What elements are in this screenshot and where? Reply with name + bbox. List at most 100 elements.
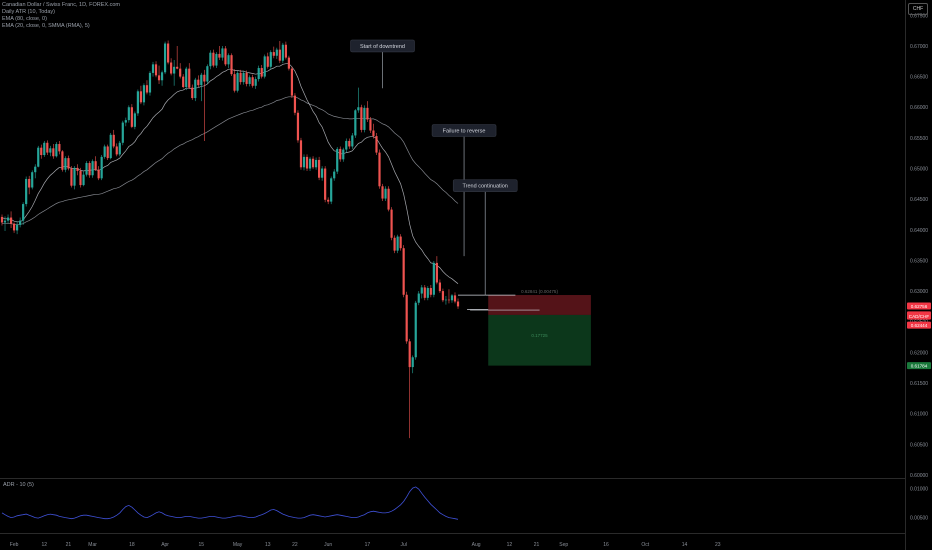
candle-body xyxy=(299,140,303,168)
candle-body xyxy=(67,158,70,169)
adr-tick-label: 0.01000 xyxy=(910,487,928,493)
candle-body xyxy=(167,43,170,63)
candle-body xyxy=(351,135,354,147)
candle-body xyxy=(342,149,345,160)
candle-body xyxy=(179,68,182,77)
candle-body xyxy=(369,119,372,131)
candle-body xyxy=(194,79,197,99)
candle-body xyxy=(191,87,194,99)
candle-body xyxy=(58,144,61,152)
candle-body xyxy=(399,236,402,249)
candle-body xyxy=(438,282,441,292)
candle-body xyxy=(432,262,435,295)
candle-body xyxy=(34,166,37,173)
x-tick-label: 13 xyxy=(265,542,271,548)
price-label-box xyxy=(907,362,931,370)
candle-body xyxy=(381,186,384,199)
candle-body xyxy=(133,113,136,127)
candle-body xyxy=(124,120,127,123)
candle-body xyxy=(263,56,266,77)
price-label-box xyxy=(907,302,931,310)
candle-body xyxy=(293,95,297,113)
legend-ema-80: EMA (80, close, 0) xyxy=(2,16,47,22)
take-profit-zone xyxy=(488,314,591,366)
candle-body xyxy=(115,146,118,155)
legend-symbol: Canadian Dollar / Swiss Franc, 1D, FOREX… xyxy=(2,2,120,8)
candle-body xyxy=(94,161,97,170)
candle-body xyxy=(444,299,448,301)
candle-body xyxy=(212,52,215,66)
y-tick-label: 0.67500 xyxy=(910,13,928,19)
x-tick-label: Feb xyxy=(10,542,19,548)
candle-body xyxy=(25,178,28,205)
candle-body xyxy=(366,107,369,120)
candle-body xyxy=(40,147,43,156)
annotation-box xyxy=(431,124,497,137)
candle-body xyxy=(405,294,408,342)
candle-body xyxy=(354,110,357,136)
candle-body xyxy=(311,158,315,168)
candle-body xyxy=(109,134,112,159)
candle-body xyxy=(12,223,16,231)
candle-body xyxy=(345,140,348,150)
y-tick-label: 0.67000 xyxy=(910,44,928,50)
candle-body xyxy=(375,136,378,153)
x-tick-label: 22 xyxy=(292,542,298,548)
annotation-text: Start of downtrend xyxy=(360,44,405,50)
candle-body xyxy=(447,299,451,301)
candle-body xyxy=(79,170,82,186)
candle-body xyxy=(76,167,79,171)
candle-body xyxy=(429,288,432,295)
candle-body xyxy=(49,148,52,153)
candle-body xyxy=(348,140,351,147)
candle-body xyxy=(82,174,85,186)
candle-body xyxy=(360,107,363,130)
candle-body xyxy=(378,152,381,187)
candle-body xyxy=(302,156,306,168)
x-tick-label: 17 xyxy=(365,542,371,548)
candle-body xyxy=(157,75,161,81)
x-tick-label: Jul xyxy=(400,542,406,548)
candle-body xyxy=(393,237,396,251)
candle-body xyxy=(314,159,318,168)
x-tick-label: Mar xyxy=(88,542,97,548)
candle-body xyxy=(233,74,236,91)
legend-atr: Daily ATR (10, Today) xyxy=(2,9,55,15)
candle-body xyxy=(203,74,206,82)
x-tick-label: 16 xyxy=(603,542,609,548)
candle-body xyxy=(441,291,445,301)
candle-body xyxy=(148,72,152,93)
candle-body xyxy=(85,163,88,175)
candle-body xyxy=(221,48,224,58)
candle-body xyxy=(420,287,423,294)
candle-body xyxy=(339,148,342,160)
candle-body xyxy=(330,178,333,202)
ema-slow-line xyxy=(2,96,459,225)
candle-body xyxy=(163,43,167,73)
target-label: 0.17725 xyxy=(531,333,548,338)
candle-body xyxy=(242,72,245,83)
currency-selector[interactable]: CHF xyxy=(908,3,928,15)
candle-body xyxy=(363,107,366,130)
candle-body xyxy=(118,142,121,155)
adr-tick-label: 0.00500 xyxy=(910,516,928,522)
candle-body xyxy=(305,156,309,169)
candle-body xyxy=(73,167,76,186)
candle-body xyxy=(188,68,191,88)
x-tick-label: 12 xyxy=(507,542,513,548)
x-tick-label: Aug xyxy=(472,542,481,548)
candle-body xyxy=(209,52,212,67)
candle-body xyxy=(423,287,426,298)
candle-body xyxy=(22,204,25,221)
candle-body xyxy=(154,64,158,76)
price-label-box xyxy=(907,321,931,329)
candle-body xyxy=(275,49,278,56)
annotation-text: Failure to reverse xyxy=(443,129,486,135)
stop-loss-zone xyxy=(488,295,591,315)
candle-body xyxy=(396,236,399,251)
x-tick-label: 21 xyxy=(534,542,540,548)
candle-body xyxy=(357,107,360,111)
price-label-text: 0.62444 xyxy=(911,323,928,328)
price-label-text: 0.62756 xyxy=(911,304,928,309)
